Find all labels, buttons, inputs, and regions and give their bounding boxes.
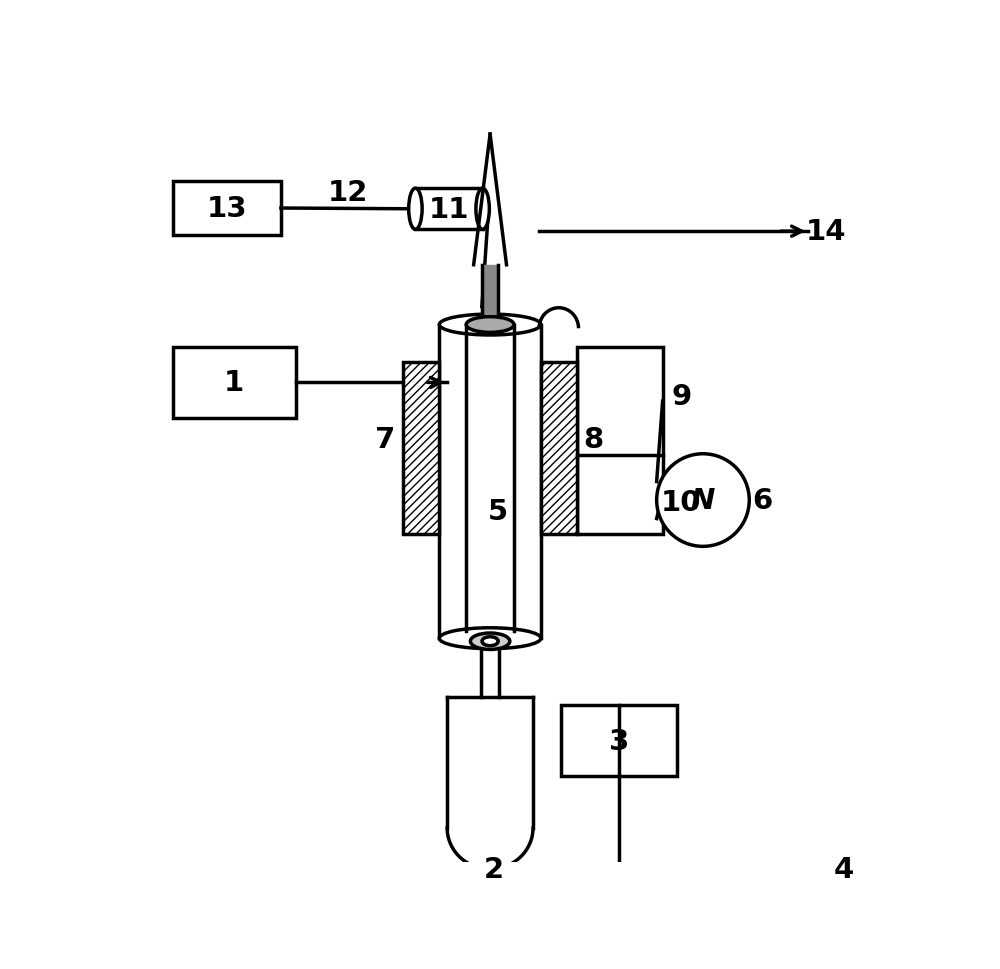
Text: 8: 8 [583,425,603,453]
Bar [577,348,663,534]
Bar [403,362,439,534]
Text: 14: 14 [806,218,846,246]
Bar [561,705,677,776]
Text: 10: 10 [661,488,702,516]
Text: 11: 11 [429,196,469,224]
Text: 1: 1 [224,369,244,397]
Circle shape [657,454,749,547]
Text: 5: 5 [487,498,508,526]
Text: 12: 12 [328,178,368,206]
Text: 4: 4 [833,855,854,883]
Bar [173,348,296,419]
Bar [173,182,281,235]
Text: 13: 13 [206,195,247,223]
Text: N: N [691,486,715,515]
Ellipse shape [476,189,489,230]
Bar [541,362,577,534]
Bar [415,189,483,230]
Text: 9: 9 [671,383,691,410]
Text: 7: 7 [375,425,395,453]
Text: 3: 3 [609,727,629,755]
Ellipse shape [439,315,541,335]
Ellipse shape [466,318,514,333]
Ellipse shape [439,628,541,649]
Ellipse shape [409,189,422,230]
Text: 2: 2 [484,855,504,883]
Text: 6: 6 [753,486,773,515]
Ellipse shape [482,637,498,646]
Ellipse shape [470,634,510,650]
